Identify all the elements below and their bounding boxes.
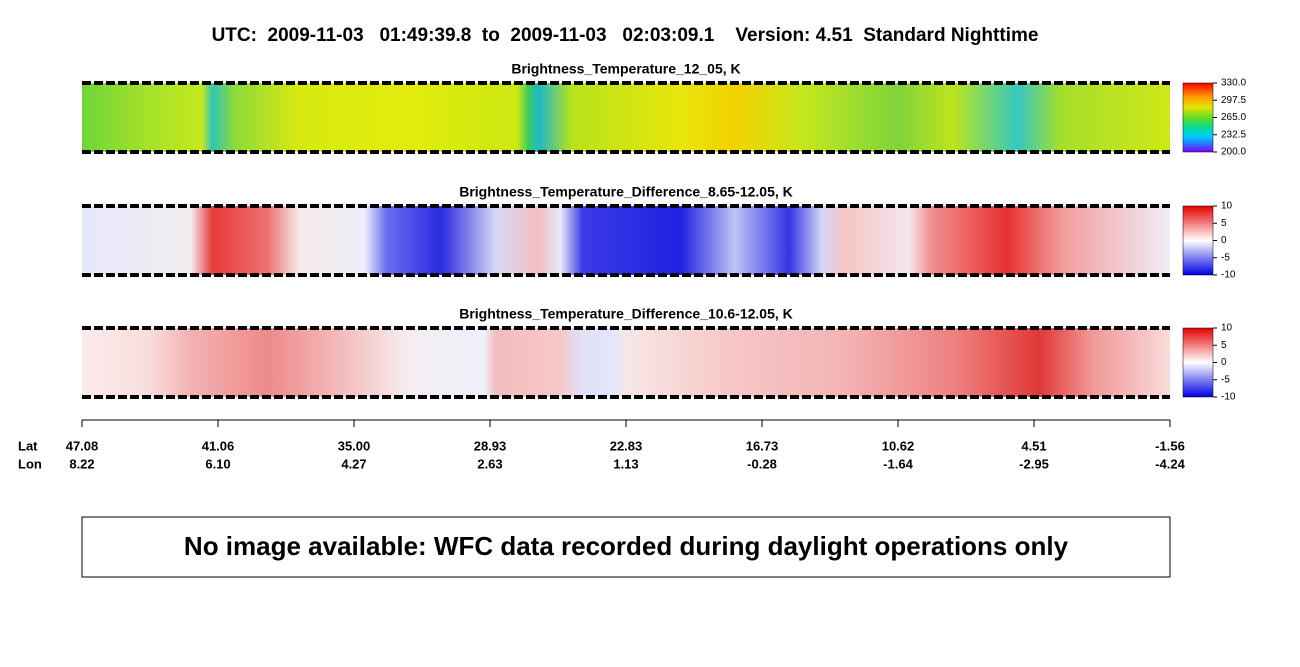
lat-tick-label: 47.08 (66, 438, 99, 453)
lon-tick-label: 2.63 (477, 456, 502, 471)
lon-tick-label: 1.13 (613, 456, 638, 471)
colorbar-tick-label: 5 (1221, 340, 1227, 351)
colorbar-tick-label: -5 (1221, 252, 1230, 263)
colorbar-tick-label: -5 (1221, 374, 1230, 385)
colorbar-tick-label: 297.5 (1221, 95, 1246, 106)
lat-tick-label: 41.06 (202, 438, 235, 453)
lat-tick-label: 16.73 (746, 438, 779, 453)
colorbar-tick-label: 0 (1221, 235, 1227, 246)
colorbar-tick-label: 5 (1221, 218, 1227, 229)
colorbar-tick-label: 0 (1221, 357, 1227, 368)
colorbar-tick-label: -10 (1221, 270, 1236, 281)
colorbar-tick-label: 200.0 (1221, 147, 1246, 158)
colorbar-tick-label: 10 (1221, 201, 1233, 212)
lat-tick-label: 28.93 (474, 438, 507, 453)
panel-title: Brightness_Temperature_12_05, K (511, 61, 740, 77)
panel-title: Brightness_Temperature_Difference_8.65-1… (459, 184, 793, 200)
page-title: UTC: 2009-11-03 01:49:39.8 to 2009-11-03… (212, 25, 1039, 46)
lat-tick-label: 22.83 (610, 438, 643, 453)
lon-tick-label: 4.27 (341, 456, 366, 471)
colorbar (1182, 327, 1214, 398)
lon-tick-label: -0.28 (747, 456, 777, 471)
colorbar-tick-label: 330.0 (1221, 78, 1246, 89)
lat-tick-label: -1.56 (1155, 438, 1185, 453)
heatmap-strip (82, 206, 1170, 275)
notice: No image available: WFC data recorded du… (184, 531, 1069, 561)
colorbar-tick-label: 232.5 (1221, 129, 1246, 140)
colorbar-tick-label: 10 (1221, 323, 1233, 334)
heatmap-strip (82, 83, 1170, 152)
lon-tick-label: -4.24 (1155, 456, 1185, 471)
heatmap-strip (82, 328, 1170, 397)
lon-tick-label: 6.10 (205, 456, 230, 471)
colorbar (1182, 82, 1214, 153)
lon-tick-label: -2.95 (1019, 456, 1049, 471)
lat-tick-label: 35.00 (338, 438, 371, 453)
notice-box (81, 516, 1171, 578)
lon-tick-label: 8.22 (69, 456, 94, 471)
colorbar-tick-label: -10 (1221, 392, 1236, 403)
colorbar-tick-label: 265.0 (1221, 112, 1246, 123)
panel-title: Brightness_Temperature_Difference_10.6-1… (459, 306, 793, 322)
lat-tick-label: 4.51 (1021, 438, 1046, 453)
lon-label: Lon (18, 456, 42, 471)
lat-label: Lat (18, 438, 38, 453)
lat-tick-label: 10.62 (882, 438, 915, 453)
lon-tick-label: -1.64 (883, 456, 913, 471)
colorbar (1182, 205, 1214, 276)
